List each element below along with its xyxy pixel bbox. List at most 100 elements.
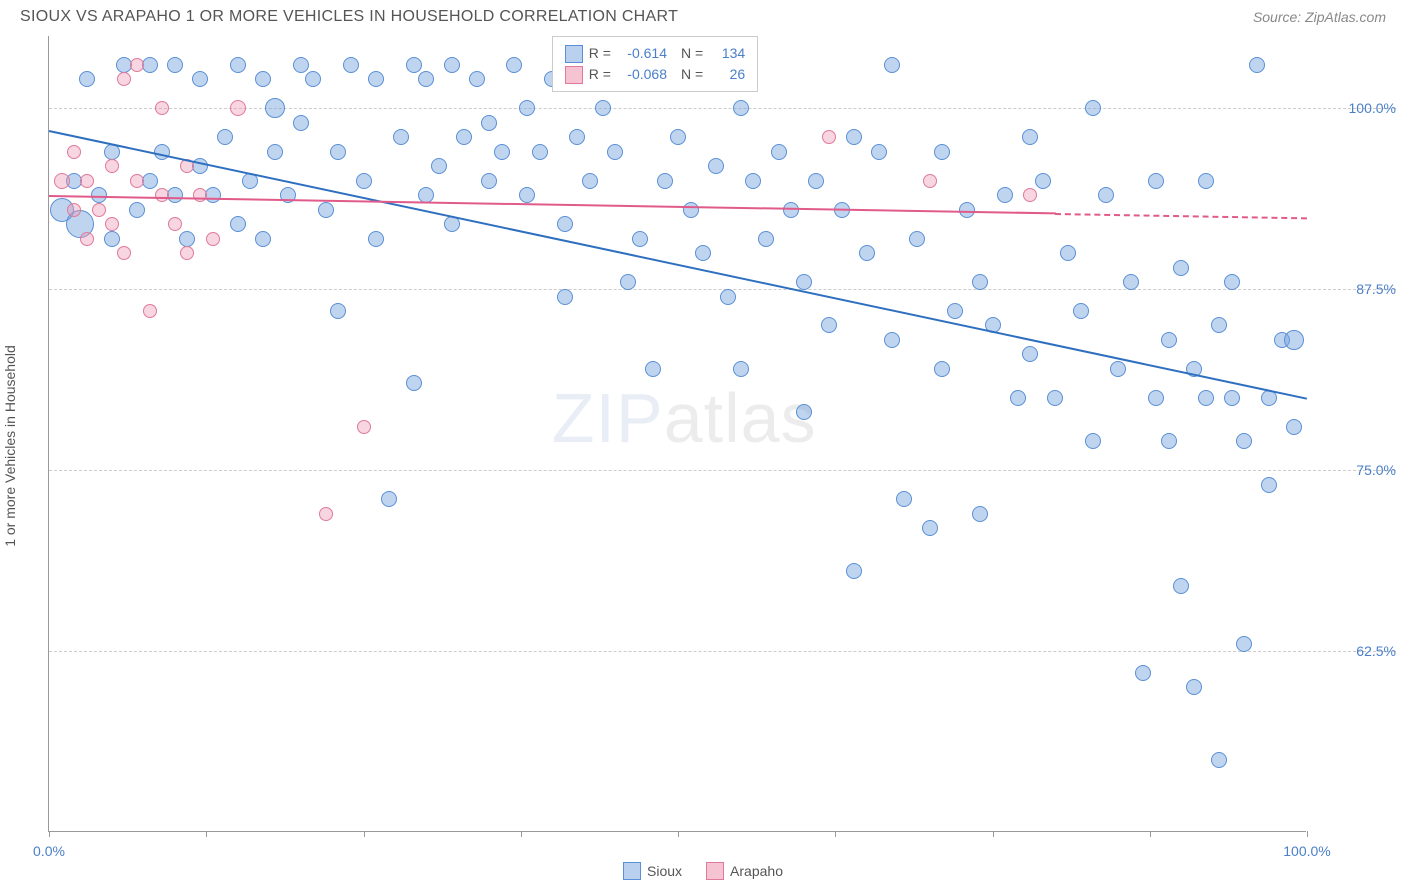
x-tick <box>993 831 994 837</box>
data-point <box>532 144 548 160</box>
data-point <box>632 231 648 247</box>
data-point <box>1085 100 1101 116</box>
data-point <box>230 100 246 116</box>
data-point <box>859 245 875 261</box>
data-point <box>695 245 711 261</box>
data-point <box>1085 433 1101 449</box>
data-point <box>620 274 636 290</box>
data-point <box>1023 188 1037 202</box>
x-tick <box>835 831 836 837</box>
data-point <box>909 231 925 247</box>
legend-label: Arapaho <box>730 863 783 879</box>
data-point <box>569 129 585 145</box>
data-point <box>305 71 321 87</box>
data-point <box>92 203 106 217</box>
data-point <box>481 173 497 189</box>
data-point <box>557 216 573 232</box>
data-point <box>1284 330 1304 350</box>
data-point <box>896 491 912 507</box>
data-point <box>1135 665 1151 681</box>
data-point <box>481 115 497 131</box>
data-point <box>1098 187 1114 203</box>
data-point <box>1010 390 1026 406</box>
data-point <box>130 58 144 72</box>
data-point <box>117 72 131 86</box>
data-point <box>1173 260 1189 276</box>
data-point <box>959 202 975 218</box>
data-point <box>1148 173 1164 189</box>
legend-label: Sioux <box>647 863 682 879</box>
legend-n-value: 134 <box>709 43 745 64</box>
data-point <box>179 231 195 247</box>
data-point <box>1211 317 1227 333</box>
data-point <box>1047 390 1063 406</box>
legend-r-value: -0.614 <box>617 43 667 64</box>
data-point <box>80 174 94 188</box>
data-point <box>683 202 699 218</box>
data-point <box>406 57 422 73</box>
data-point <box>330 303 346 319</box>
data-point <box>54 173 70 189</box>
watermark: ZIPatlas <box>552 378 817 458</box>
x-tick <box>206 831 207 837</box>
data-point <box>1286 419 1302 435</box>
data-point <box>255 231 271 247</box>
data-point <box>771 144 787 160</box>
data-point <box>418 71 434 87</box>
data-point <box>934 361 950 377</box>
data-point <box>808 173 824 189</box>
x-tick-label: 100.0% <box>1283 843 1330 859</box>
data-point <box>657 173 673 189</box>
data-point <box>1236 433 1252 449</box>
data-point <box>1035 173 1051 189</box>
data-point <box>582 173 598 189</box>
data-point <box>934 144 950 160</box>
data-point <box>1198 173 1214 189</box>
data-point <box>381 491 397 507</box>
data-point <box>230 216 246 232</box>
data-point <box>1060 245 1076 261</box>
data-point <box>1224 390 1240 406</box>
data-point <box>506 57 522 73</box>
data-point <box>972 274 988 290</box>
data-point <box>733 100 749 116</box>
y-tick-label: 62.5% <box>1316 643 1396 659</box>
trend-line <box>49 195 1055 214</box>
legend-bottom: Sioux Arapaho <box>623 862 783 880</box>
data-point <box>1249 57 1265 73</box>
data-point <box>67 145 81 159</box>
data-point <box>80 232 94 246</box>
data-point <box>645 361 661 377</box>
data-point <box>670 129 686 145</box>
data-point <box>267 144 283 160</box>
legend-n-value: 26 <box>709 64 745 85</box>
legend-swatch <box>565 66 583 84</box>
data-point <box>846 129 862 145</box>
data-point <box>494 144 510 160</box>
data-point <box>192 71 208 87</box>
data-point <box>167 57 183 73</box>
x-tick <box>678 831 679 837</box>
data-point <box>821 317 837 333</box>
legend-stats: R =-0.614N =134R =-0.068N =26 <box>552 36 758 92</box>
x-tick <box>1150 831 1151 837</box>
legend-r-label: R = <box>589 64 611 85</box>
data-point <box>822 130 836 144</box>
y-axis-label: 1 or more Vehicles in Household <box>2 345 18 547</box>
data-point <box>1148 390 1164 406</box>
data-point <box>1022 346 1038 362</box>
legend-swatch <box>706 862 724 880</box>
y-tick-label: 87.5% <box>1316 281 1396 297</box>
data-point <box>143 304 157 318</box>
data-point <box>318 202 334 218</box>
data-point <box>217 129 233 145</box>
data-point <box>1161 433 1177 449</box>
data-point <box>997 187 1013 203</box>
chart-area: 62.5%75.0%87.5%100.0%0.0%100.0%ZIPatlasR… <box>48 36 1306 832</box>
data-point <box>1110 361 1126 377</box>
gridline <box>49 470 1396 471</box>
data-point <box>1261 477 1277 493</box>
trend-line <box>49 130 1307 400</box>
data-point <box>846 563 862 579</box>
data-point <box>193 188 207 202</box>
